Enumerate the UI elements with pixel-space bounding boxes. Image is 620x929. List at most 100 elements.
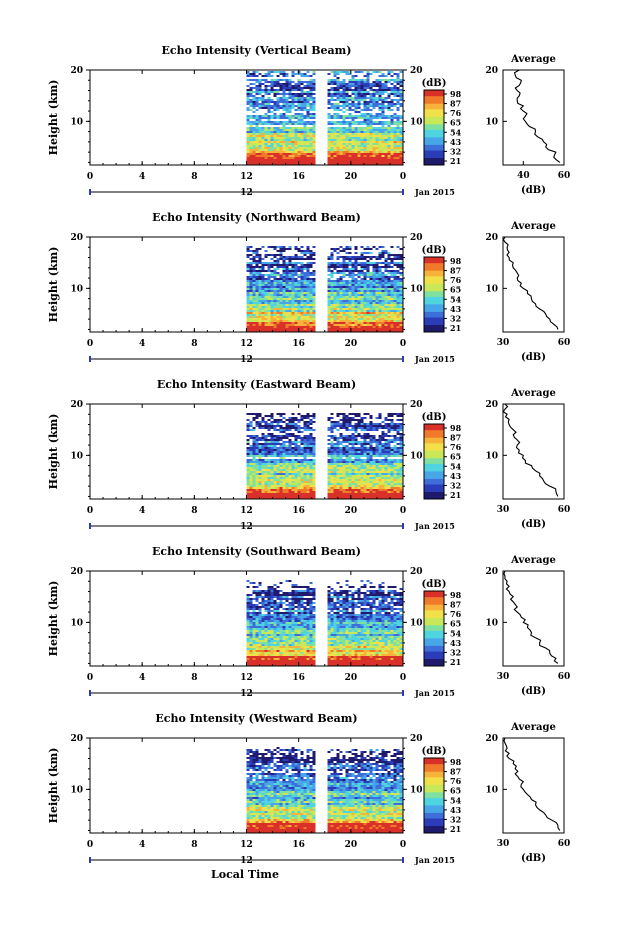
heatmap-cell xyxy=(309,147,313,149)
heatmap-cell xyxy=(252,143,256,145)
heatmap-cell xyxy=(336,286,340,288)
heatmap-cell xyxy=(276,117,280,119)
heatmap-cell xyxy=(357,258,361,260)
heatmap-cell xyxy=(390,159,394,161)
heatmap-cell xyxy=(252,497,256,499)
heatmap-cell xyxy=(261,288,265,290)
heatmap-cell xyxy=(258,300,262,302)
heatmap-cell xyxy=(306,282,310,284)
heatmap-cell xyxy=(312,318,316,320)
heatmap-cell xyxy=(297,298,301,300)
heatmap-cell xyxy=(306,272,310,274)
heatmap-cell xyxy=(360,495,364,497)
heatmap-cell xyxy=(354,99,358,101)
heatmap-cell xyxy=(285,258,289,260)
heatmap-cell xyxy=(399,137,403,139)
heatmap-cell xyxy=(336,131,340,133)
heatmap-cell xyxy=(336,109,340,111)
heatmap-cell xyxy=(300,149,304,151)
heatmap-cell xyxy=(381,314,385,316)
heatmap-cell xyxy=(333,477,337,479)
heatmap-cell xyxy=(339,159,343,161)
heatmap-cell xyxy=(333,497,337,499)
heatmap-cell xyxy=(363,149,367,151)
heatmap-cell xyxy=(270,139,274,141)
heatmap-cell xyxy=(291,294,295,296)
heatmap-cell xyxy=(285,109,289,111)
heatmap-cell xyxy=(390,493,394,495)
heatmap-cell xyxy=(399,248,403,250)
heatmap-cell xyxy=(309,493,313,495)
heatmap-cell xyxy=(387,147,391,149)
heatmap-cell xyxy=(285,461,289,463)
heatmap-cell xyxy=(375,304,379,306)
heatmap-cell xyxy=(387,143,391,145)
heatmap-cell xyxy=(375,276,379,278)
heatmap-cell xyxy=(288,161,292,163)
heatmap-cell xyxy=(297,137,301,139)
heatmap-cell xyxy=(258,99,262,101)
heatmap-cell xyxy=(261,141,265,143)
heatmap-cell xyxy=(369,101,373,103)
heatmap-cell xyxy=(276,461,280,463)
heatmap-cell xyxy=(285,328,289,330)
heatmap-cell xyxy=(279,479,283,481)
heatmap-cell xyxy=(306,127,310,129)
heatmap-cell xyxy=(363,75,367,77)
heatmap-cell xyxy=(252,326,256,328)
heatmap-cell xyxy=(369,306,373,308)
heatmap-cell xyxy=(312,330,316,332)
heatmap-cell xyxy=(312,328,316,330)
heatmap-cell xyxy=(387,103,391,105)
heatmap-cell xyxy=(369,87,373,89)
heatmap-cell xyxy=(291,310,295,312)
heatmap-cell xyxy=(312,465,316,467)
heatmap-cell xyxy=(246,310,250,312)
heatmap-cell xyxy=(246,308,250,310)
heatmap-cell xyxy=(282,284,286,286)
heatmap-cell xyxy=(354,145,358,147)
heatmap-cell xyxy=(288,274,292,276)
heatmap-cell xyxy=(252,163,256,165)
heatmap-cell xyxy=(390,475,394,477)
heatmap-cell xyxy=(267,99,271,101)
heatmap-cell xyxy=(267,71,271,73)
heatmap-cell xyxy=(294,254,298,256)
heatmap-cell xyxy=(303,455,307,457)
heatmap-cell xyxy=(384,308,388,310)
heatmap-cell xyxy=(366,137,370,139)
heatmap-cell xyxy=(261,467,265,469)
heatmap-cell xyxy=(387,294,391,296)
heatmap-cell xyxy=(369,272,373,274)
heatmap-cell xyxy=(339,105,343,107)
heatmap-cell xyxy=(357,475,361,477)
heatmap-cell xyxy=(285,105,289,107)
heatmap-cell xyxy=(354,302,358,304)
heatmap-cell xyxy=(285,296,289,298)
heatmap-cell xyxy=(258,81,262,83)
heatmap-cell xyxy=(387,318,391,320)
heatmap-cell xyxy=(399,310,403,312)
heatmap-cell xyxy=(276,463,280,465)
heatmap-cell xyxy=(309,151,313,153)
heatmap-cell xyxy=(381,493,385,495)
heatmap-cell xyxy=(378,153,382,155)
heatmap-cell xyxy=(330,477,334,479)
heatmap-cell xyxy=(327,268,331,270)
heatmap-cell xyxy=(345,95,349,97)
heatmap-cell xyxy=(336,457,340,459)
heatmap-cell xyxy=(273,131,277,133)
heatmap-cell xyxy=(354,473,358,475)
heatmap-cell xyxy=(363,330,367,332)
heatmap-cell xyxy=(378,115,382,117)
heatmap-cell xyxy=(252,139,256,141)
heatmap-cell xyxy=(330,485,334,487)
heatmap-cell xyxy=(381,304,385,306)
heatmap-cell xyxy=(312,461,316,463)
heatmap-cell xyxy=(396,497,400,499)
heatmap-cell xyxy=(282,79,286,81)
heatmap-cell xyxy=(351,328,355,330)
heatmap-cell xyxy=(285,306,289,308)
heatmap-cell xyxy=(366,252,370,254)
heatmap-cell xyxy=(288,461,292,463)
